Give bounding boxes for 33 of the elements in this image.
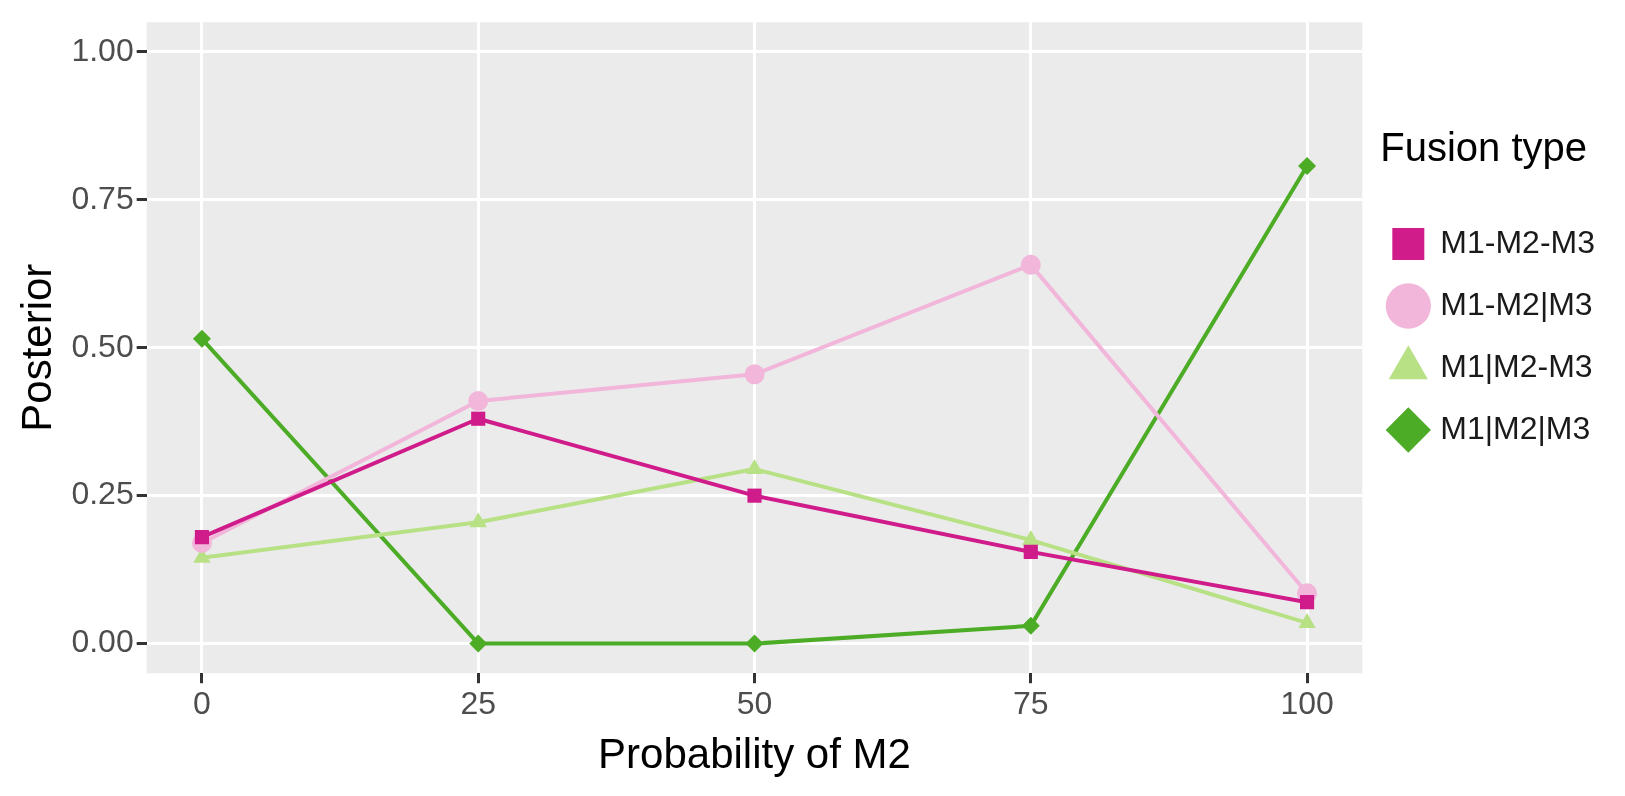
point	[1300, 595, 1315, 610]
x-tick-label: 75	[1012, 685, 1049, 722]
x-tick-label: 50	[736, 685, 773, 722]
point	[194, 530, 210, 545]
x-axis-title: Probability of M2	[598, 730, 911, 778]
legend-label: M1|M2-M3	[1440, 347, 1593, 384]
y-axis-title: Posterior	[12, 263, 60, 432]
point	[744, 364, 765, 385]
point	[1021, 616, 1040, 635]
y-tick-label: 1.00	[71, 31, 134, 68]
point	[1298, 157, 1317, 176]
x-tick-label: 100	[1280, 685, 1334, 722]
legend-label: M1-M2-M3	[1440, 223, 1595, 260]
point	[745, 459, 764, 475]
y-tick-label: 0.25	[71, 475, 134, 512]
y-tick-label: 0.50	[71, 327, 134, 364]
point	[747, 488, 762, 503]
point	[1020, 254, 1041, 275]
point	[192, 329, 211, 348]
legend-title: Fusion type	[1380, 125, 1588, 170]
point	[469, 634, 488, 653]
point	[1023, 544, 1038, 559]
x-tick-label: 25	[460, 685, 497, 722]
point	[469, 512, 487, 528]
x-tick-label: 0	[193, 685, 211, 722]
legend-label: M1-M2|M3	[1440, 285, 1593, 322]
point	[745, 634, 764, 653]
legend-label: M1|M2|M3	[1440, 409, 1591, 446]
y-tick-label: 0.75	[71, 179, 134, 216]
y-tick-label: 0.00	[71, 623, 134, 660]
point	[468, 390, 489, 411]
point	[1022, 530, 1040, 546]
point	[471, 411, 486, 426]
